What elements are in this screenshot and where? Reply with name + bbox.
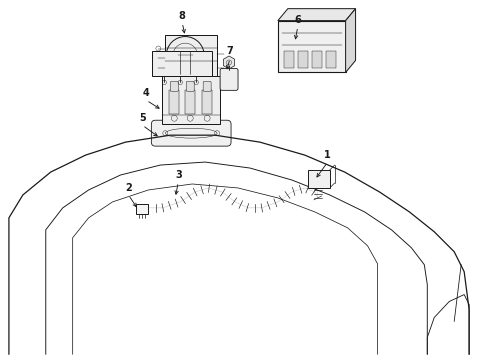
Circle shape [166, 37, 204, 75]
FancyBboxPatch shape [203, 81, 211, 91]
Text: 5: 5 [139, 113, 146, 123]
FancyBboxPatch shape [326, 50, 336, 68]
Text: 8: 8 [179, 10, 186, 21]
Text: 4: 4 [143, 88, 150, 98]
FancyBboxPatch shape [162, 76, 220, 124]
FancyBboxPatch shape [165, 35, 217, 76]
FancyBboxPatch shape [186, 81, 194, 91]
Text: 6: 6 [294, 15, 301, 24]
Text: 1: 1 [324, 150, 331, 160]
FancyBboxPatch shape [136, 204, 148, 214]
FancyBboxPatch shape [185, 90, 195, 114]
Polygon shape [223, 56, 235, 69]
FancyBboxPatch shape [151, 120, 231, 146]
FancyBboxPatch shape [308, 170, 330, 188]
Text: 7: 7 [227, 46, 233, 57]
FancyBboxPatch shape [284, 50, 294, 68]
FancyBboxPatch shape [312, 50, 322, 68]
FancyBboxPatch shape [278, 21, 345, 72]
FancyBboxPatch shape [171, 81, 178, 91]
FancyBboxPatch shape [169, 90, 179, 114]
Polygon shape [345, 9, 356, 72]
Polygon shape [278, 9, 356, 21]
FancyBboxPatch shape [202, 90, 212, 114]
Text: 2: 2 [125, 183, 132, 193]
FancyBboxPatch shape [298, 50, 308, 68]
FancyBboxPatch shape [152, 51, 212, 76]
FancyBboxPatch shape [220, 68, 238, 90]
Text: 3: 3 [175, 170, 182, 180]
